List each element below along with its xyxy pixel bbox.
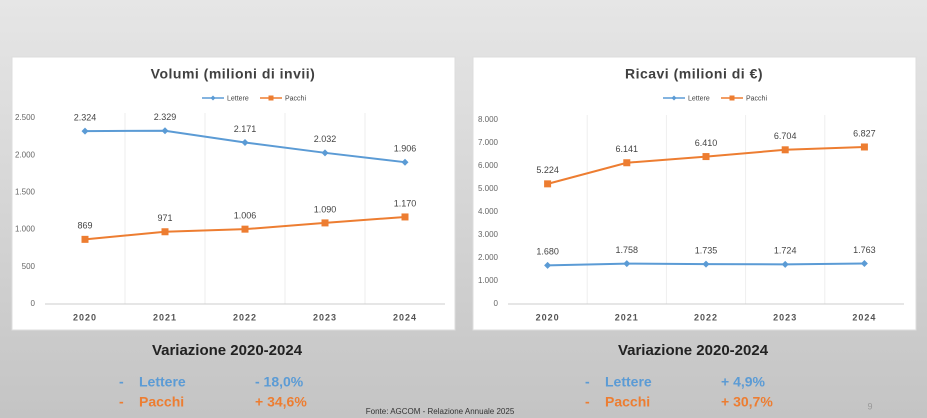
legend-label: Pacchi (285, 95, 306, 102)
y-tick-label: 8.000 (478, 115, 499, 124)
marker (321, 219, 329, 227)
marker (401, 213, 409, 221)
data-label: 869 (77, 221, 92, 231)
marker (544, 261, 552, 269)
chart-panel (11, 56, 456, 331)
bullet: - (119, 394, 124, 410)
bullet: - (585, 394, 590, 410)
legend-label: Lettere (227, 95, 249, 102)
y-tick-label: 6.000 (478, 161, 499, 170)
data-label: 1.763 (853, 245, 876, 255)
y-tick-label: 500 (22, 262, 36, 271)
data-label: 1.090 (314, 204, 337, 214)
data-label: 1.680 (536, 247, 559, 257)
legend-marker (671, 95, 677, 101)
summary-name: Pacchi (139, 394, 184, 410)
data-label: 1.170 (394, 198, 417, 208)
y-tick-label: 1.500 (15, 188, 36, 197)
y-tick-label: 0 (494, 299, 499, 308)
x-tick-label: 2020 (536, 312, 560, 322)
marker (702, 153, 710, 161)
y-tick-label: 2.000 (15, 150, 36, 159)
marker (544, 180, 552, 188)
y-tick-label: 2.000 (478, 253, 499, 262)
y-tick-label: 3.000 (478, 230, 499, 239)
summary-change: + 4,9% (721, 374, 766, 390)
marker (781, 260, 789, 268)
data-label: 6.704 (774, 131, 797, 141)
y-tick-label: 4.000 (478, 207, 499, 216)
bullet: - (119, 374, 124, 390)
marker (623, 260, 631, 268)
x-tick-label: 2021 (615, 312, 639, 322)
data-label: 2.171 (234, 124, 257, 134)
marker (161, 228, 169, 236)
data-label: 5.224 (536, 165, 559, 175)
x-tick-label: 2024 (852, 312, 876, 322)
y-tick-label: 7.000 (478, 138, 499, 147)
chart-title: Volumi (milioni di invii) (151, 66, 316, 82)
source: Fonte: AGCOM - Relazione Annuale 2025 (366, 407, 515, 416)
data-label: 2.324 (74, 112, 97, 122)
y-tick-label: 2.500 (15, 113, 36, 122)
x-tick-label: 2022 (694, 312, 718, 322)
bullet: - (585, 374, 590, 390)
marker (623, 159, 631, 167)
marker (781, 146, 789, 154)
marker (860, 143, 868, 151)
marker (161, 127, 169, 135)
y-tick-label: 0 (31, 299, 36, 308)
marker (241, 138, 249, 146)
marker (241, 225, 249, 233)
summary-title: Variazione 2020-2024 (152, 342, 303, 359)
legend-label: Lettere (688, 95, 710, 102)
x-tick-label: 2021 (153, 312, 177, 322)
summary-change: - 18,0% (255, 374, 304, 390)
data-label: 2.032 (314, 134, 337, 144)
summary-name: Pacchi (605, 394, 650, 410)
summary-change: + 34,6% (255, 394, 307, 410)
marker (401, 158, 409, 166)
legend-label: Pacchi (746, 95, 767, 102)
marker (81, 127, 89, 135)
y-tick-label: 5.000 (478, 184, 499, 193)
marker (321, 149, 329, 157)
x-tick-label: 2020 (73, 312, 97, 322)
y-tick-label: 1.000 (478, 276, 499, 285)
summary-title: Variazione 2020-2024 (618, 342, 769, 359)
data-label: 2.329 (154, 112, 177, 122)
summary-name: Lettere (139, 374, 186, 390)
data-label: 1.758 (616, 245, 639, 255)
data-label: 6.141 (616, 144, 639, 154)
page-number: 9 (867, 401, 872, 411)
x-tick-label: 2023 (313, 312, 337, 322)
data-label: 1.906 (394, 144, 417, 154)
legend-marker (268, 95, 274, 101)
chart-title: Ricavi (milioni di €) (625, 66, 763, 82)
marker (860, 259, 868, 267)
data-label: 1.006 (234, 211, 257, 221)
data-label: 6.827 (853, 128, 876, 138)
x-tick-label: 2022 (233, 312, 257, 322)
x-tick-label: 2024 (393, 312, 417, 322)
legend-marker (210, 95, 216, 101)
data-label: 6.410 (695, 138, 718, 148)
data-label: 1.735 (695, 245, 718, 255)
marker (702, 260, 710, 268)
marker (81, 235, 89, 243)
x-tick-label: 2023 (773, 312, 797, 322)
y-tick-label: 1.000 (15, 225, 36, 234)
summary-name: Lettere (605, 374, 652, 390)
chart-panel (472, 56, 917, 331)
data-label: 1.724 (774, 246, 797, 256)
summary-change: + 30,7% (721, 394, 773, 410)
data-label: 971 (157, 213, 172, 223)
legend-marker (729, 95, 735, 101)
